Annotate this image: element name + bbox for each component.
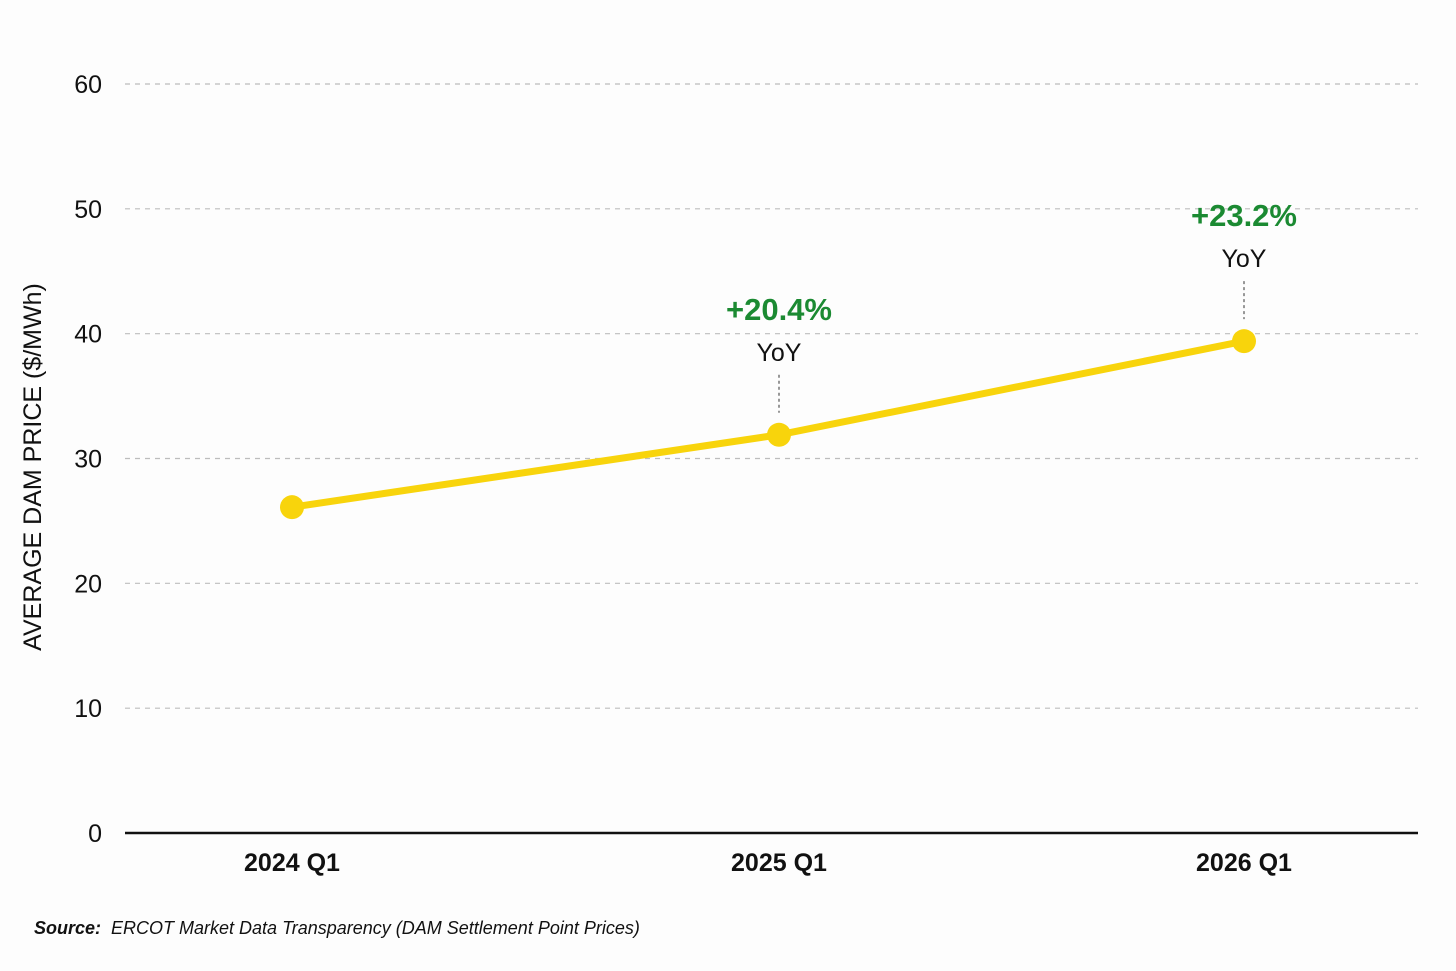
x-tick-labels: 2024 Q1 2025 Q1 2026 Q1 [244,849,1292,877]
source-text: ERCOT Market Data Transparency (DAM Sett… [111,918,640,938]
data-point [1232,329,1256,354]
y-tick-label: 0 [88,820,102,848]
y-tick-labels: 0 10 20 30 40 50 60 [74,71,102,848]
y-tick-label: 60 [74,71,102,99]
series [280,329,1256,520]
y-tick-label: 50 [74,196,102,224]
data-point [280,495,304,520]
y-tick-label: 10 [74,695,102,723]
grid-lines [125,83,1418,709]
y-axis-label: AVERAGE DAM PRICE ($/MWh) [19,283,47,651]
annotation-change: +23.2% [1191,198,1297,233]
x-tick-label: 2024 Q1 [244,849,340,877]
x-tick-label: 2026 Q1 [1196,849,1292,877]
data-point [767,422,791,447]
annotations: YoY +20.4% YoY +23.2% [726,198,1297,413]
annotation-change: +20.4% [726,292,832,327]
source-label: Source: [34,918,102,938]
source-note: Source: ERCOT Market Data Transparency (D… [34,918,640,939]
y-tick-label: 40 [74,321,102,349]
annotation-note: YoY [1222,245,1267,273]
y-tick-label: 20 [74,570,102,598]
y-tick-label: 30 [74,446,102,474]
annotation-note: YoY [757,339,802,367]
x-tick-label: 2025 Q1 [731,849,827,877]
